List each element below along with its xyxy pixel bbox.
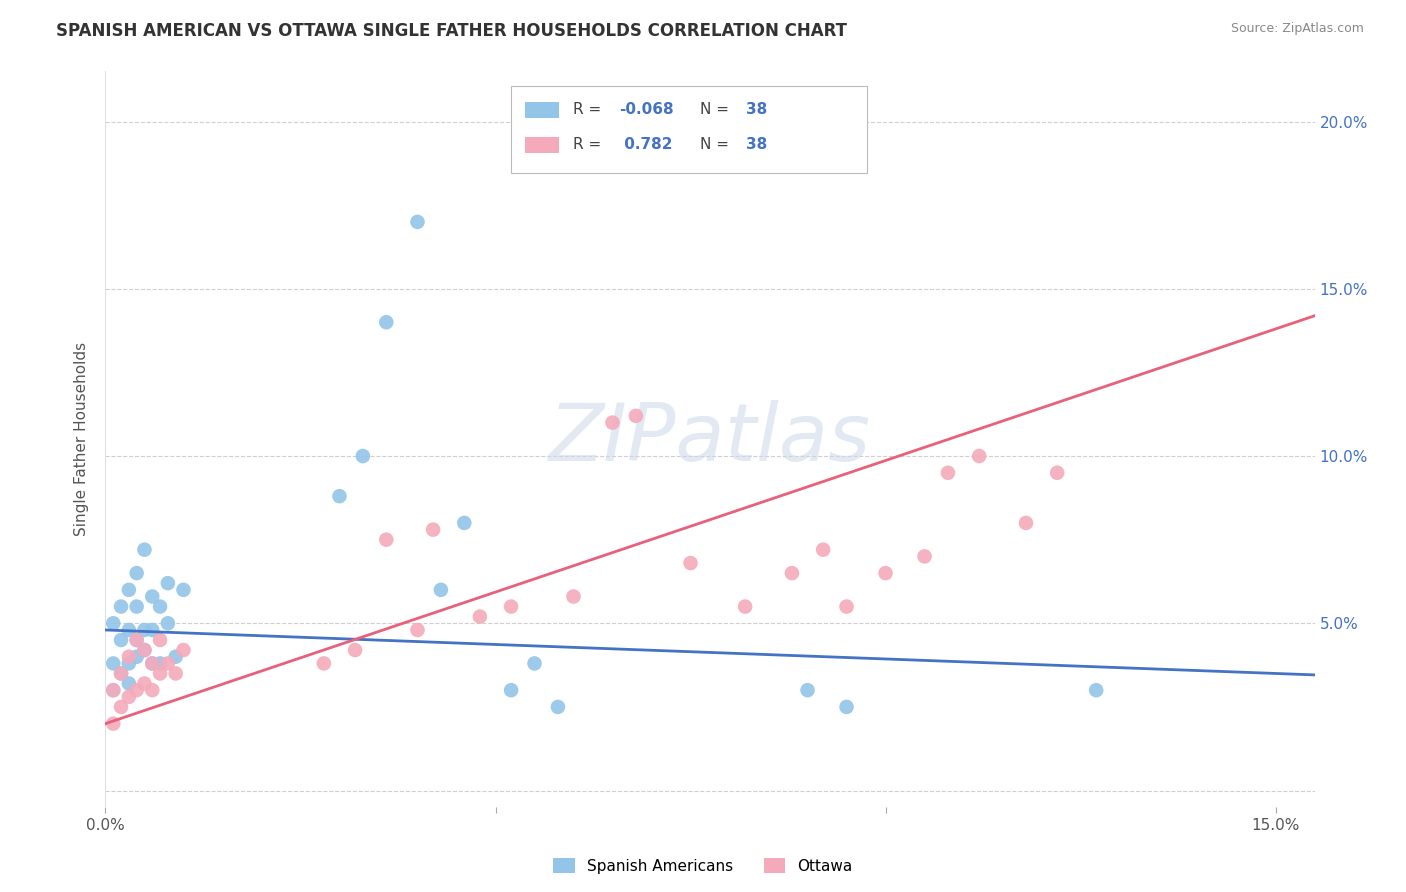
- Point: [1046, 466, 1069, 480]
- Point: [936, 466, 959, 480]
- Text: SPANISH AMERICAN VS OTTAWA SINGLE FATHER HOUSEHOLDS CORRELATION CHART: SPANISH AMERICAN VS OTTAWA SINGLE FATHER…: [56, 22, 848, 40]
- Point: [149, 599, 172, 614]
- Point: [835, 699, 858, 714]
- Point: [118, 676, 141, 690]
- Point: [468, 609, 491, 624]
- Text: N =: N =: [700, 137, 734, 153]
- Point: [156, 576, 179, 591]
- Point: [796, 683, 818, 698]
- FancyBboxPatch shape: [524, 102, 560, 118]
- Point: [125, 649, 148, 664]
- Point: [780, 566, 803, 581]
- Point: [344, 643, 367, 657]
- Point: [125, 566, 148, 581]
- Text: R =: R =: [574, 102, 606, 117]
- Point: [103, 683, 125, 698]
- Point: [523, 657, 546, 671]
- Point: [165, 649, 187, 664]
- Point: [172, 582, 194, 597]
- Point: [172, 643, 194, 657]
- Point: [125, 633, 148, 648]
- Point: [375, 533, 398, 547]
- Point: [118, 690, 141, 704]
- Point: [149, 633, 172, 648]
- Point: [134, 676, 156, 690]
- Point: [110, 666, 132, 681]
- Text: 0.782: 0.782: [620, 137, 673, 153]
- Point: [967, 449, 990, 463]
- Point: [679, 556, 702, 570]
- Point: [312, 657, 335, 671]
- Point: [501, 599, 523, 614]
- Point: [602, 416, 624, 430]
- Point: [562, 590, 585, 604]
- Legend: Spanish Americans, Ottawa: Spanish Americans, Ottawa: [547, 852, 859, 880]
- Point: [156, 657, 179, 671]
- Y-axis label: Single Father Households: Single Father Households: [75, 343, 90, 536]
- Point: [118, 623, 141, 637]
- Point: [422, 523, 444, 537]
- Point: [149, 657, 172, 671]
- Text: N =: N =: [700, 102, 734, 117]
- Point: [110, 699, 132, 714]
- Text: Source: ZipAtlas.com: Source: ZipAtlas.com: [1230, 22, 1364, 36]
- Text: 38: 38: [747, 102, 768, 117]
- Point: [141, 623, 163, 637]
- Point: [110, 666, 132, 681]
- Point: [734, 599, 756, 614]
- Point: [103, 616, 125, 631]
- Point: [501, 683, 523, 698]
- Point: [134, 643, 156, 657]
- Point: [835, 599, 858, 614]
- Point: [811, 542, 834, 557]
- Point: [103, 657, 125, 671]
- Text: R =: R =: [574, 137, 606, 153]
- Point: [125, 599, 148, 614]
- Point: [134, 643, 156, 657]
- Point: [149, 666, 172, 681]
- Point: [118, 657, 141, 671]
- Point: [141, 657, 163, 671]
- Point: [110, 633, 132, 648]
- Point: [134, 542, 156, 557]
- FancyBboxPatch shape: [510, 87, 868, 173]
- Point: [141, 590, 163, 604]
- Text: ZIPatlas: ZIPatlas: [548, 401, 872, 478]
- Point: [118, 649, 141, 664]
- Point: [375, 315, 398, 329]
- Point: [125, 633, 148, 648]
- Point: [156, 616, 179, 631]
- Text: 38: 38: [747, 137, 768, 153]
- Point: [453, 516, 475, 530]
- Point: [875, 566, 897, 581]
- Point: [1085, 683, 1108, 698]
- Point: [103, 716, 125, 731]
- Point: [430, 582, 453, 597]
- FancyBboxPatch shape: [524, 136, 560, 153]
- Point: [914, 549, 936, 564]
- Point: [406, 623, 429, 637]
- Point: [352, 449, 374, 463]
- Point: [406, 215, 429, 229]
- Point: [103, 683, 125, 698]
- Point: [624, 409, 647, 423]
- Text: -0.068: -0.068: [620, 102, 673, 117]
- Point: [110, 599, 132, 614]
- Point: [328, 489, 350, 503]
- Point: [1015, 516, 1038, 530]
- Point: [547, 699, 569, 714]
- Point: [118, 582, 141, 597]
- Point: [141, 683, 163, 698]
- Point: [141, 657, 163, 671]
- Point: [134, 623, 156, 637]
- Point: [125, 683, 148, 698]
- Point: [165, 666, 187, 681]
